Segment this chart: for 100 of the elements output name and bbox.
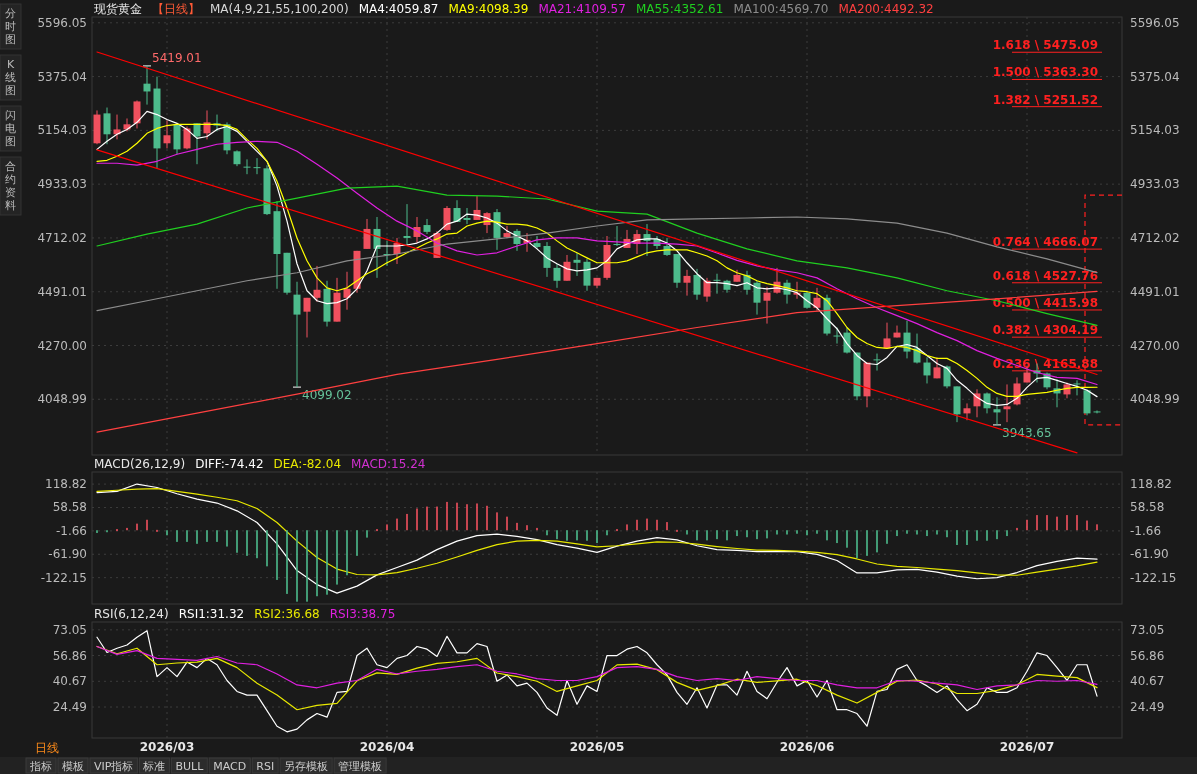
y2-tick-label: -122.15 [1130,570,1177,585]
line-series [96,645,1098,691]
line-series [96,483,1098,594]
candlestick [1073,379,1081,396]
candlestick [983,391,991,414]
candlestick [543,241,551,278]
y2-tick-label: 5154.03 [1130,123,1180,138]
y2-tick-label: 5375.04 [1130,69,1180,84]
y-tick-label: 118.82 [45,477,87,492]
y-tick-label: 4270.00 [37,338,87,353]
y-tick-label: -61.90 [48,547,87,562]
text: 日线 [35,741,59,755]
y-tick-label: 5596.05 [37,15,87,30]
chart-subtitle: 【日线】 [152,2,200,16]
candlestick [403,203,411,247]
candlestick [763,286,771,325]
text: 管理模板 [338,760,383,773]
y-tick-label: -122.15 [40,570,87,585]
candlestick [303,297,311,338]
legend-title: MA(4,9,21,55,100,200) [210,2,349,16]
text: MA100:4569.70 [733,2,829,16]
y2-tick-label: 4712.02 [1130,230,1180,245]
y2-tick-label: 4048.99 [1130,392,1180,407]
y2-tick-label: 58.58 [1130,500,1165,515]
ref-line-label: 1.500 \ 5363.30 [992,65,1098,80]
candlestick [873,353,881,372]
candlestick [753,280,761,316]
candlestick [883,322,891,349]
chart-title: RSI(6,12,24) [94,607,169,621]
candlestick [293,281,301,388]
text: 模板 [62,760,84,773]
text: VIP指标 [94,760,134,773]
candlestick [703,277,711,303]
line-series [96,630,1098,733]
ref-line-label: 0.764 \ 4666.07 [992,235,1098,250]
chart-title: MACD(26,12,9) [94,457,186,471]
candlestick [553,263,561,289]
candlestick [1003,383,1011,423]
candlestick [313,265,321,303]
ref-line-label: 0.382 \ 4304.19 [992,323,1098,338]
line-series [96,185,1098,326]
y2-tick-label: 4933.03 [1130,177,1180,192]
ref-line-label: 1.382 \ 5251.52 [992,92,1098,107]
line-series [96,488,1098,576]
y2-tick-label: 40.67 [1130,674,1165,689]
candlestick [253,157,261,175]
text: DIFF:-74.42 [195,457,264,471]
y-tick-label: 5154.03 [37,123,87,138]
candlestick [183,126,191,150]
y-tick-label: 24.49 [52,700,87,715]
candlestick [693,268,701,301]
candlestick [613,225,621,247]
text: MA9:4098.39 [448,2,529,16]
text: RSI1:31.32 [178,607,245,621]
candlestick [1093,409,1101,414]
text: 合约资料 [5,160,16,212]
candlestick [683,269,691,297]
candlestick [503,225,511,239]
candlestick [813,287,821,312]
candlestick [1083,388,1091,416]
candlestick [243,158,251,175]
candlestick [713,273,721,295]
text: MA21:4109.57 [538,2,626,16]
y-tick-label: 5375.04 [37,69,87,84]
y2-tick-label: 118.82 [1130,477,1172,492]
chart-title: 现货黄金 [94,2,142,16]
y2-tick-label: 5596.05 [1130,15,1180,30]
text: 分时图 [5,7,16,46]
candlestick [103,107,111,145]
candlestick [573,252,581,277]
x-tick-label: 2026/03 [139,740,195,754]
candlestick [203,109,211,140]
candlestick [463,207,471,225]
candlestick [193,122,201,165]
candlestick [583,258,591,292]
x-tick-label: 2026/04 [359,740,415,754]
text: MACD [213,760,247,773]
candlestick [923,356,931,384]
y-tick-label: 4491.01 [37,284,87,299]
text: 指标 [29,760,52,773]
y-tick-label: 4933.03 [37,177,87,192]
candlestick [423,218,431,235]
y2-tick-label: 4270.00 [1130,338,1180,353]
candlestick [833,326,841,345]
y-tick-label: 58.58 [52,500,87,515]
y2-tick-label: 24.49 [1130,700,1165,715]
y-tick-label: 73.05 [52,622,87,637]
candlestick [363,218,371,250]
line-series [96,216,1098,312]
y2-tick-label: 56.86 [1130,648,1165,663]
x-tick-label: 2026/06 [779,740,835,754]
candlestick [163,119,171,149]
y2-tick-label: 73.05 [1130,622,1165,637]
text: RSI2:36.68 [254,607,320,621]
y2-tick-label: 4491.01 [1130,284,1180,299]
candlestick [563,254,571,282]
ref-line-label: 1.618 \ 5475.09 [992,38,1098,53]
text: K线图 [5,58,16,97]
y-tick-label: 40.67 [52,674,87,689]
candlestick [133,99,141,129]
